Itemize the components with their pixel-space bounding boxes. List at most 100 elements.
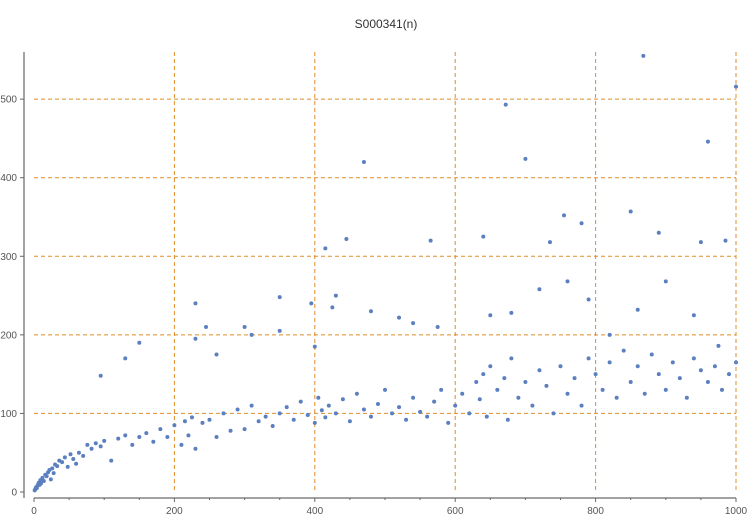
data-point <box>432 399 437 404</box>
data-point <box>242 325 247 329</box>
data-point <box>411 321 416 326</box>
data-point <box>277 411 282 416</box>
data-point <box>495 387 500 392</box>
data-point <box>418 409 423 414</box>
data-point <box>547 240 552 245</box>
data-point <box>109 458 114 463</box>
data-point <box>144 431 149 436</box>
data-point <box>316 395 321 400</box>
data-point <box>390 411 395 416</box>
data-point <box>305 413 310 417</box>
data-point <box>200 420 205 425</box>
data-point <box>256 419 261 424</box>
data-point <box>677 376 682 381</box>
data-point <box>684 395 689 400</box>
data-point <box>586 356 591 361</box>
data-point <box>354 391 359 396</box>
data-point <box>705 139 710 144</box>
data-point <box>323 246 328 251</box>
x-tick-label: 200 <box>166 506 183 517</box>
data-point <box>572 376 577 381</box>
data-point <box>312 344 317 349</box>
data-point <box>734 360 738 365</box>
data-point <box>698 368 703 373</box>
data-point <box>488 364 493 369</box>
data-point <box>62 455 67 460</box>
data-point <box>439 387 444 392</box>
data-point <box>319 408 324 413</box>
data-point <box>734 84 738 89</box>
data-point <box>691 356 696 361</box>
data-point <box>435 325 440 329</box>
data-point <box>368 309 373 314</box>
data-point <box>89 446 94 451</box>
data-point <box>537 368 542 373</box>
axes: 0 200 400 600 800 1000 0 100 200 300 400 500 <box>0 52 748 517</box>
data-point <box>523 380 528 384</box>
data-point <box>277 328 282 333</box>
x-tick-label: 400 <box>306 506 323 517</box>
data-point <box>189 415 194 420</box>
data-point <box>242 427 247 432</box>
data-point <box>263 414 268 419</box>
x-tick-label: 1000 <box>725 506 748 517</box>
data-point <box>340 397 345 402</box>
data-point <box>55 464 60 469</box>
data-point <box>614 395 619 400</box>
data-point <box>383 387 387 392</box>
data-point <box>404 417 409 422</box>
data-point <box>641 53 646 58</box>
data-point <box>235 407 240 412</box>
data-point <box>214 352 219 357</box>
x-tick-label: 800 <box>587 506 604 517</box>
data-point <box>71 457 76 461</box>
data-point <box>635 307 640 312</box>
data-point <box>284 405 289 410</box>
data-point <box>116 436 121 441</box>
data-point <box>621 348 626 353</box>
data-point <box>333 411 338 416</box>
data-point <box>488 313 493 318</box>
data-point <box>397 405 402 410</box>
data-point <box>579 403 584 408</box>
data-point <box>203 325 208 329</box>
data-point <box>726 372 731 377</box>
data-point <box>467 411 472 416</box>
data-point <box>214 435 219 439</box>
data-point <box>551 411 556 416</box>
data-point <box>123 433 128 438</box>
data-point <box>523 156 528 161</box>
data-point <box>40 475 45 480</box>
data-point <box>76 450 81 455</box>
data-point <box>309 301 314 306</box>
data-point <box>39 481 44 486</box>
data-point <box>663 279 668 284</box>
data-point <box>68 452 73 457</box>
data-point <box>41 479 46 483</box>
data-point <box>74 461 79 466</box>
data-point <box>193 446 198 451</box>
data-point <box>509 310 514 315</box>
data-point <box>516 395 521 400</box>
data-point <box>481 372 486 377</box>
data-point <box>425 414 430 419</box>
data-point <box>656 230 661 235</box>
data-point <box>411 395 416 400</box>
data-point <box>460 391 465 396</box>
data-point <box>716 343 721 348</box>
data-point <box>477 397 482 402</box>
data-point <box>691 313 696 318</box>
data-point <box>635 364 640 369</box>
y-tick-label: 400 <box>0 173 17 184</box>
data-point <box>98 444 103 449</box>
data-point <box>130 442 135 447</box>
data-point <box>537 287 542 292</box>
data-point <box>344 237 349 241</box>
data-point <box>193 301 198 306</box>
data-point <box>361 160 366 164</box>
data-point <box>361 407 366 412</box>
data-point <box>291 417 296 422</box>
data-point <box>558 364 563 369</box>
data-point <box>663 387 668 392</box>
data-point <box>670 360 675 365</box>
